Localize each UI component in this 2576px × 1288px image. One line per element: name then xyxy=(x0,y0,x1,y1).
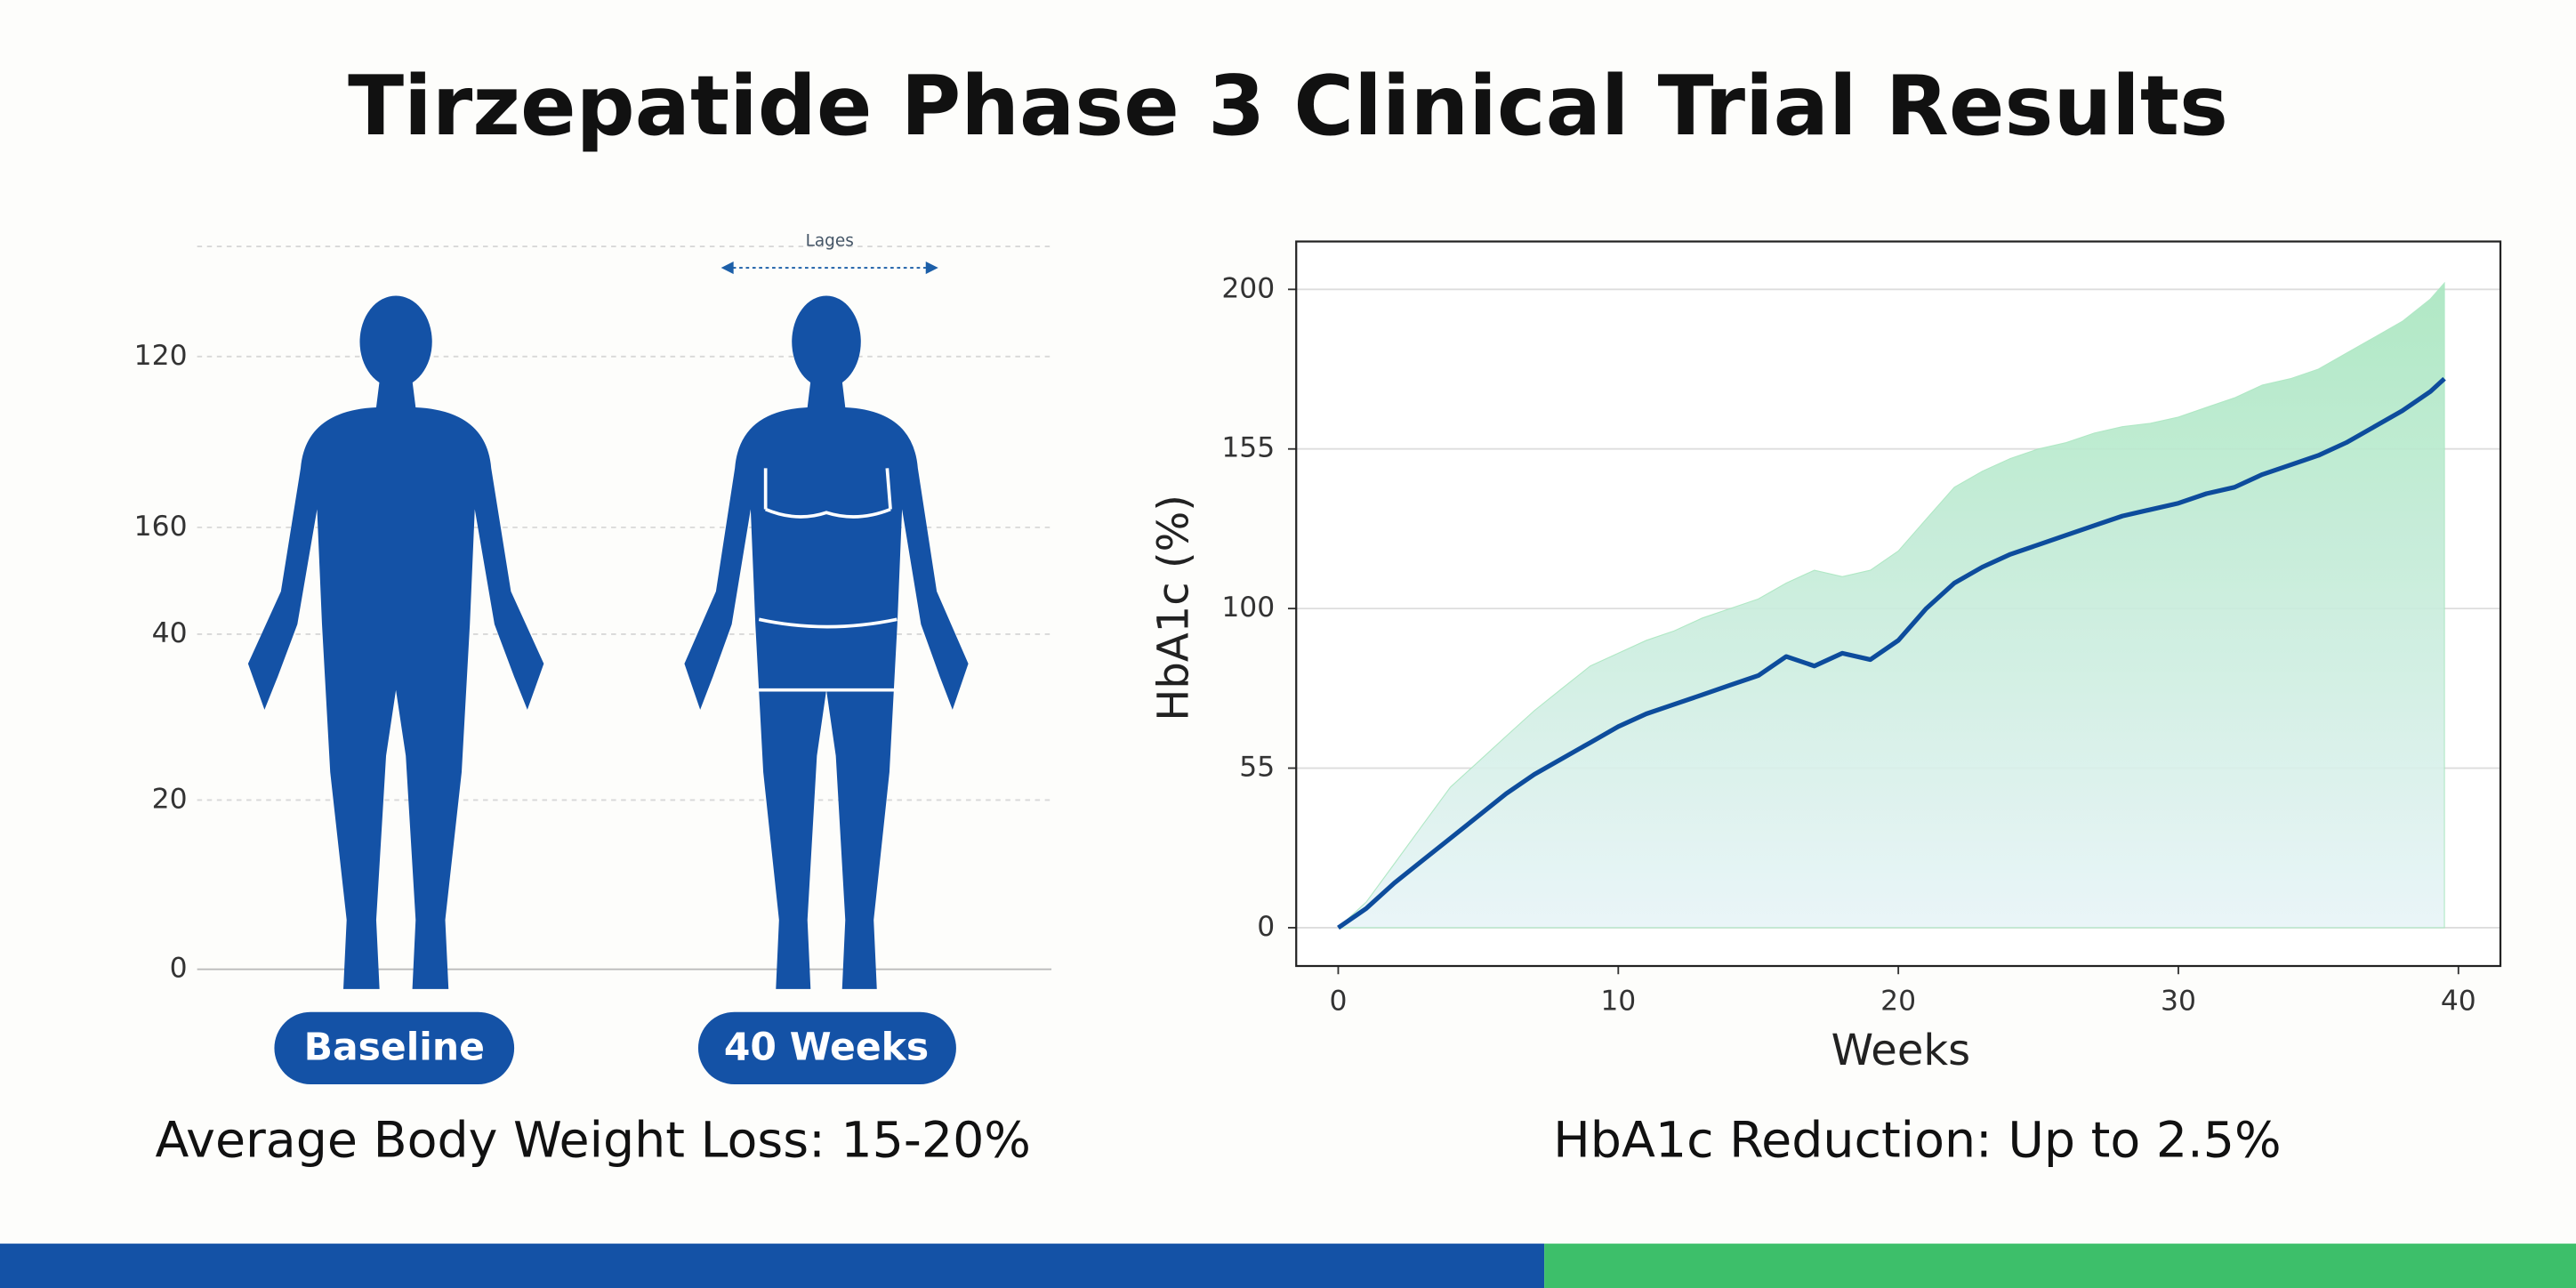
page-title: Tirzepatide Phase 3 Clinical Trial Resul… xyxy=(348,58,2228,154)
area xyxy=(1338,281,2445,929)
axis-label: 120 xyxy=(134,340,188,372)
axis-label: 0 xyxy=(170,953,188,985)
x-axis-title: Weeks xyxy=(1831,1026,1971,1075)
baseline-figure xyxy=(247,295,544,989)
top-label: Lages xyxy=(806,232,854,251)
weight-caption: Average Body Weight Loss: 15-20% xyxy=(156,1113,1031,1170)
y-tick-label: 100 xyxy=(1221,592,1275,624)
axis-label: 40 xyxy=(152,617,188,649)
after-label: 40 Weeks xyxy=(724,1026,929,1070)
y-tick-label: 0 xyxy=(1257,911,1275,943)
x-tick-label: 20 xyxy=(1880,986,1916,1018)
y-tick-label: 200 xyxy=(1221,272,1275,304)
x-tick-label: 0 xyxy=(1329,986,1347,1018)
hba1c-caption: HbA1c Reduction: Up to 2.5% xyxy=(1553,1113,2281,1170)
hba1c-chart: 0 55 100 155 200 0 10 20 30 40 xyxy=(1221,240,2502,1018)
x-tick-label: 40 xyxy=(2441,986,2476,1018)
y-axis-title: HbA1c (%) xyxy=(1148,495,1198,721)
after-pill xyxy=(697,1011,956,1084)
y-tick-label: 55 xyxy=(1239,752,1275,784)
x-tick-label: 30 xyxy=(2161,986,2196,1018)
body-figure-panel: 120 160 40 20 0 Lages Baseline 40 Weeks xyxy=(134,232,1052,1170)
width-arrow xyxy=(720,262,938,275)
plot-frame xyxy=(1295,240,2502,968)
y-tick-label: 155 xyxy=(1221,432,1275,464)
baseline-label: Baseline xyxy=(304,1026,485,1070)
axis-label: 160 xyxy=(134,511,188,543)
after-figure xyxy=(684,295,969,989)
baseline-pill xyxy=(274,1011,515,1084)
footer-bar-green xyxy=(1544,1244,2576,1288)
footer-bar-blue xyxy=(0,1244,1545,1288)
axis-label: 20 xyxy=(152,783,188,815)
line xyxy=(1337,376,2446,930)
x-tick-label: 10 xyxy=(1600,986,1636,1018)
